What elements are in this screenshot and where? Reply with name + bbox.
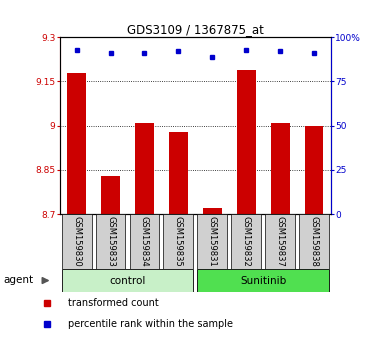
Bar xyxy=(265,214,295,269)
Text: Sunitinib: Sunitinib xyxy=(240,275,286,286)
Bar xyxy=(231,214,261,269)
Text: GSM159838: GSM159838 xyxy=(310,216,319,267)
Bar xyxy=(198,214,227,269)
Bar xyxy=(203,208,222,214)
Bar xyxy=(299,214,329,269)
Bar xyxy=(271,123,290,214)
Bar xyxy=(62,269,193,292)
Bar xyxy=(101,176,120,214)
Bar xyxy=(67,73,86,214)
Text: control: control xyxy=(109,275,146,286)
Title: GDS3109 / 1367875_at: GDS3109 / 1367875_at xyxy=(127,23,264,36)
Text: GSM159831: GSM159831 xyxy=(208,216,217,267)
Bar xyxy=(237,70,256,214)
Bar xyxy=(130,214,159,269)
Text: GSM159835: GSM159835 xyxy=(174,216,183,267)
Bar xyxy=(95,214,126,269)
Bar xyxy=(135,123,154,214)
Text: GSM159832: GSM159832 xyxy=(242,216,251,267)
Text: agent: agent xyxy=(3,275,33,285)
Text: transformed count: transformed count xyxy=(68,298,159,308)
Bar xyxy=(198,269,329,292)
Bar xyxy=(305,126,323,214)
Bar xyxy=(169,132,188,214)
Text: percentile rank within the sample: percentile rank within the sample xyxy=(68,319,233,329)
Bar xyxy=(62,214,92,269)
Text: GSM159837: GSM159837 xyxy=(276,216,285,267)
Text: GSM159833: GSM159833 xyxy=(106,216,115,267)
Text: GSM159834: GSM159834 xyxy=(140,216,149,267)
Bar xyxy=(164,214,193,269)
Text: GSM159830: GSM159830 xyxy=(72,216,81,267)
